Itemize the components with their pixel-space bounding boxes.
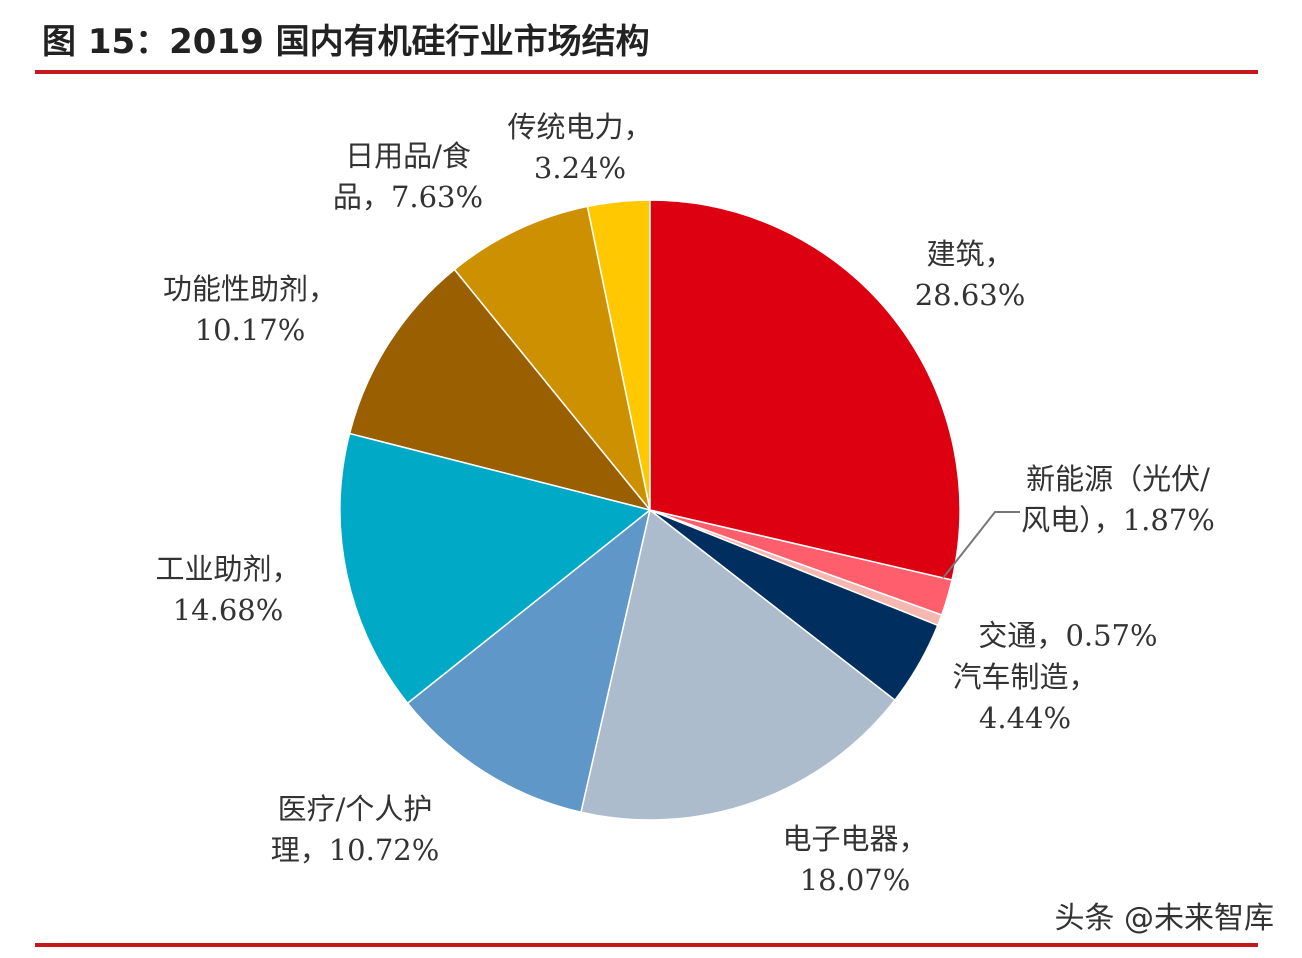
category-label: 医疗/个人护理， <box>270 792 433 867</box>
data-label: 工业助剂， 14.68% <box>143 549 313 631</box>
pie-slice <box>453 205 651 511</box>
value-label: 10.72% <box>328 833 440 867</box>
category-label: 交通， <box>978 618 1066 653</box>
data-label: 日用品/食品，7.63% <box>318 136 498 218</box>
value-label: 28.63% <box>914 278 1026 312</box>
category-label: 功能性助剂， <box>162 272 337 306</box>
category-label: 日用品/食品， <box>332 139 471 214</box>
category-label: 传统电力， <box>507 110 653 144</box>
value-label: 0.57% <box>1065 618 1158 653</box>
category-label: 建筑， <box>926 237 1014 271</box>
data-label: 交通，0.57% <box>948 616 1188 657</box>
value-label: 7.63% <box>390 180 484 214</box>
value-label: 4.44% <box>978 701 1072 735</box>
data-label: 医疗/个人护理，10.72% <box>250 789 460 871</box>
category-label: 工业助剂， <box>155 552 301 586</box>
value-label: 1.87% <box>1122 503 1215 537</box>
chart-title: 图 15：2019 国内有机硅行业市场结构 <box>42 22 650 62</box>
value-label: 3.24% <box>533 151 627 185</box>
pie-slice <box>406 508 652 814</box>
pie-slice <box>348 268 653 512</box>
value-label: 10.17% <box>194 313 306 347</box>
value-label: 14.68% <box>172 593 284 627</box>
pie-slice <box>580 508 896 821</box>
data-label: 功能性助剂， 10.17% <box>145 269 355 351</box>
data-label: 电子电器， 18.07% <box>770 819 940 901</box>
data-label: 传统电力， 3.24% <box>490 107 670 189</box>
category-label: 电子电器， <box>782 822 928 856</box>
pie-slice <box>649 199 961 581</box>
data-label: 新能源（光伏/风电），1.87% <box>1018 459 1218 541</box>
value-label: 18.07% <box>799 863 911 897</box>
leader-line <box>942 511 1020 579</box>
data-label: 建筑， 28.63% <box>905 234 1035 316</box>
data-label: 汽车制造， 4.44% <box>940 657 1110 739</box>
rule <box>35 70 1258 74</box>
rule <box>35 943 1258 947</box>
category-label: 汽车制造， <box>952 660 1098 694</box>
category-label: 新能源（光伏/风电）， <box>1021 462 1210 537</box>
pie-slice <box>339 432 652 705</box>
watermark: 头条 @未来智库 <box>1054 901 1274 936</box>
